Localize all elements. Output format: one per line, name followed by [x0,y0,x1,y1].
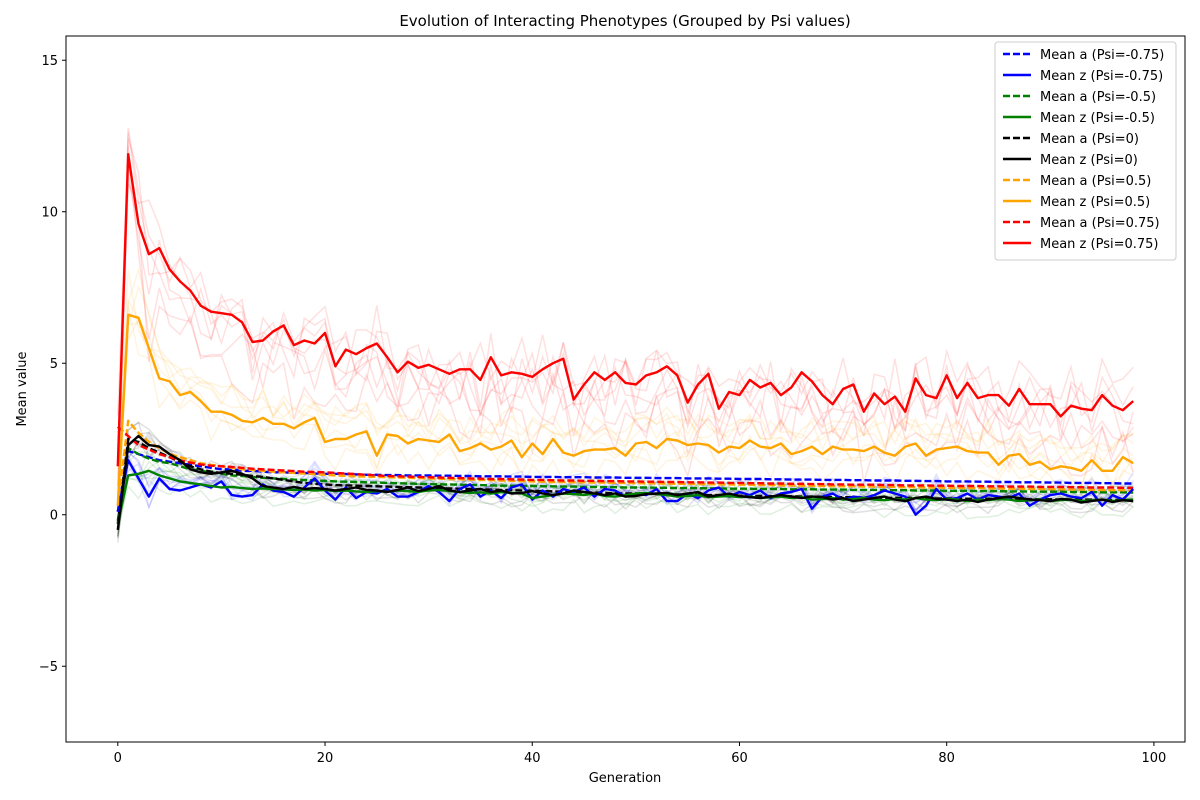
run-line [117,138,1134,532]
series-line [116,434,1134,531]
y-tick-label: 10 [41,206,58,221]
run-line [117,460,1134,526]
run-line [117,298,1134,505]
series-line [116,152,1134,467]
run-line [117,181,1134,500]
mean-series-lines [116,152,1135,531]
legend-entry: Mean z (Psi=-0.5) [1040,111,1155,126]
legend-entry: Mean z (Psi=0.75) [1040,237,1159,252]
plot-area-frame [65,35,1186,743]
x-tick-label: 0 [114,751,122,766]
y-tick-label: 15 [41,54,58,69]
y-tick-label: 0 [50,509,58,524]
x-tick-label: 40 [524,751,541,766]
chart-title: Evolution of Interacting Phenotypes (Gro… [399,12,850,30]
run-line [117,146,1134,469]
x-axis-label: Generation [589,771,662,786]
x-axis-ticks: 0 20 40 60 80 100 [114,742,1167,766]
run-line [117,479,1134,529]
legend-entry: Mean a (Psi=0.75) [1040,216,1160,231]
series-line [116,419,1134,506]
series-line [117,425,1134,489]
legend-entry: Mean z (Psi=0.5) [1040,195,1150,210]
y-tick-label: 5 [50,357,58,372]
legend-entry: Mean a (Psi=0.5) [1040,174,1151,189]
x-tick-label: 20 [317,751,334,766]
legend: Mean a (Psi=-0.75) Mean z (Psi=-0.75) Mean… [994,41,1177,261]
y-tick-label: −5 [39,660,58,675]
legend-entry: Mean z (Psi=0) [1040,153,1138,168]
run-line [117,451,1134,517]
run-line [117,269,1134,477]
series-line [116,313,1134,506]
legend-entry: Mean a (Psi=0) [1040,132,1139,147]
series-line [116,449,1134,512]
y-axis-ticks: −5 0 5 10 15 [39,54,66,675]
run-line [117,448,1134,513]
legend-entry: Mean z (Psi=-0.75) [1040,69,1163,84]
run-line [117,305,1134,502]
run-line [117,284,1134,522]
x-tick-label: 100 [1142,751,1167,766]
legend-entry: Mean a (Psi=-0.75) [1040,48,1164,63]
run-line [117,167,1134,487]
x-tick-label: 80 [938,751,955,766]
run-line [117,267,1134,486]
legend-box [994,41,1177,261]
y-axis-label: Mean value [15,351,30,426]
series-line [116,437,1134,524]
legend-entry: Mean a (Psi=-0.5) [1040,90,1156,105]
run-line [117,178,1134,483]
x-tick-label: 60 [731,751,748,766]
